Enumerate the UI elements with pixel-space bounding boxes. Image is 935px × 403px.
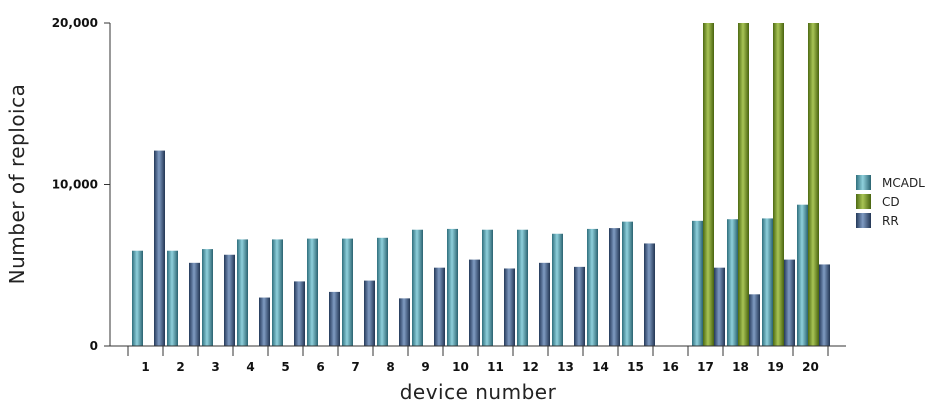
bar-mcadl-15 (622, 221, 633, 346)
bar-mcadl-20 (797, 204, 808, 346)
x-tick-label: 4 (246, 360, 254, 374)
bar-mcadl-8 (377, 237, 388, 346)
legend-label-cd: CD (882, 195, 900, 209)
bar-rr-17 (714, 267, 725, 346)
bar-mcadl-2 (167, 250, 178, 346)
x-tick-label: 16 (662, 360, 679, 374)
bar-mcadl-7 (342, 238, 353, 346)
bar-mcadl-10 (447, 228, 458, 346)
bar-cd-18 (738, 23, 749, 346)
y-tick-label: 0 (90, 339, 98, 353)
bar-rr-8 (399, 298, 410, 346)
bar-rr-15 (644, 243, 655, 346)
legend-swatch-cd (856, 194, 871, 209)
y-tick-label: 20,000 (52, 16, 98, 30)
legend-swatch-rr (856, 213, 871, 228)
x-tick-label: 17 (697, 360, 714, 374)
x-tick-label: 15 (627, 360, 644, 374)
bar-rr-19 (784, 259, 795, 346)
bar-rr-10 (469, 259, 480, 346)
legend: MCADL CD RR (856, 175, 925, 228)
bar-mcadl-13 (552, 233, 563, 346)
x-tick-label: 7 (351, 360, 359, 374)
x-tick-label: 18 (732, 360, 749, 374)
bar-rr-11 (504, 268, 515, 346)
bar-rr-14 (609, 228, 620, 346)
bar-mcadl-1 (132, 250, 143, 346)
y-tick-label: 10,000 (52, 178, 98, 192)
bar-cd-17 (703, 23, 714, 346)
bar-mcadl-14 (587, 228, 598, 346)
x-tick-label: 20 (802, 360, 819, 374)
y-axis-ticks: 0 10,000 20,000 (52, 16, 110, 353)
x-axis-ticks: 1 2 3 4 5 6 7 8 9 10 11 12 13 14 15 16 17 18 19 20 (127, 346, 829, 374)
bar-mcadl-4 (237, 239, 248, 346)
bar-rr-12 (539, 262, 550, 346)
x-tick-label: 6 (316, 360, 324, 374)
legend-swatch-mcadl (856, 175, 871, 190)
legend-label-mcadl: MCADL (882, 176, 925, 190)
bar-rr-2 (189, 262, 200, 346)
bar-rr-20 (819, 264, 830, 346)
bar-cd-20 (808, 23, 819, 346)
bar-mcadl-19 (762, 218, 773, 346)
bar-mcadl-3 (202, 249, 213, 346)
bar-rr-1 (154, 150, 165, 346)
legend-label-rr: RR (882, 214, 899, 228)
x-tick-label: 13 (557, 360, 574, 374)
bar-mcadl-11 (482, 229, 493, 346)
x-tick-label: 9 (421, 360, 429, 374)
x-tick-label: 1 (141, 360, 149, 374)
x-axis-title: device number (400, 380, 557, 403)
bar-rr-3 (224, 254, 235, 346)
x-tick-label: 5 (281, 360, 289, 374)
x-tick-label: 10 (452, 360, 469, 374)
bar-mcadl-6 (307, 238, 318, 346)
x-tick-label: 8 (386, 360, 394, 374)
x-tick-label: 12 (522, 360, 539, 374)
x-tick-label: 11 (487, 360, 504, 374)
bar-cd-19 (773, 23, 784, 346)
bar-rr-9 (434, 267, 445, 346)
bar-mcadl-18 (727, 219, 738, 346)
bar-rr-5 (294, 281, 305, 346)
bar-mcadl-12 (517, 229, 528, 346)
x-tick-label: 2 (176, 360, 184, 374)
x-tick-label: 3 (211, 360, 219, 374)
bar-mcadl-9 (412, 229, 423, 346)
bar-rr-18 (749, 294, 760, 346)
bars-layer (132, 23, 830, 346)
x-tick-label: 14 (592, 360, 609, 374)
bar-rr-4 (259, 297, 270, 346)
bar-rr-7 (364, 280, 375, 346)
x-tick-label: 19 (767, 360, 784, 374)
y-axis-title: Number of reploica (5, 84, 29, 285)
bar-rr-13 (574, 266, 585, 346)
bar-rr-6 (329, 291, 340, 346)
bar-mcadl-5 (272, 239, 283, 346)
bar-mcadl-17 (692, 220, 703, 346)
